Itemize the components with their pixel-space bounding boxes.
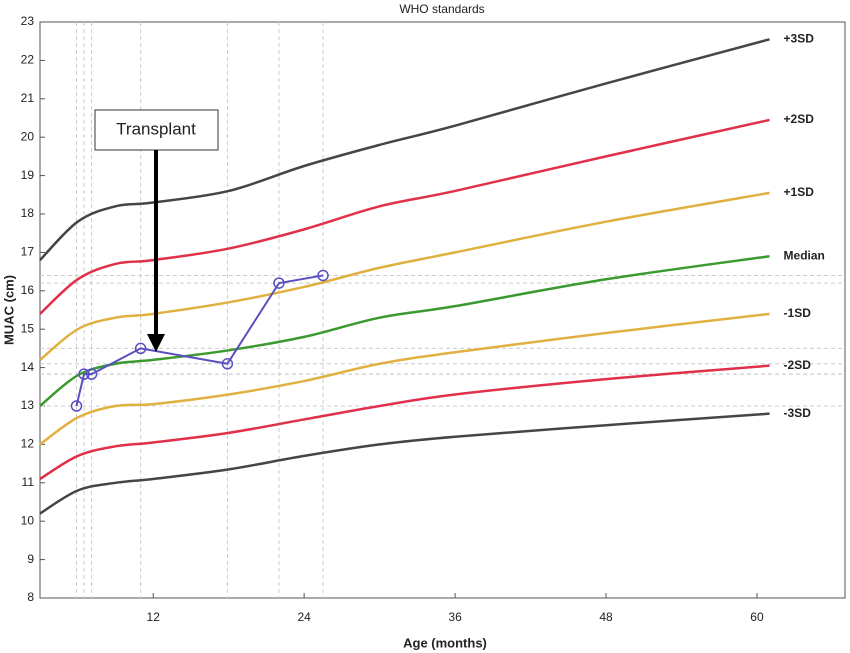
reference-curve [39, 191, 770, 361]
patient-point [78, 368, 90, 380]
chart-title: WHO standards [399, 2, 484, 16]
x-tick-label: 36 [448, 610, 462, 624]
plot-frame [39, 21, 846, 599]
y-tick-label: 17 [21, 245, 35, 259]
series-label: +2SD [784, 112, 815, 126]
x-axis-label: Age (months) [403, 635, 487, 650]
y-tick-label: 21 [21, 91, 35, 105]
patient-point [273, 277, 285, 289]
y-tick-label: 11 [22, 475, 35, 489]
y-tick-label: 14 [21, 360, 35, 374]
x-tick-label: 12 [147, 610, 161, 624]
y-tick-label: 22 [21, 53, 35, 67]
y-tick-label: 19 [21, 168, 35, 182]
reference-curve [39, 255, 770, 407]
patient-point [221, 358, 234, 370]
patient-point [70, 400, 83, 412]
y-tick-label: 8 [27, 590, 34, 604]
reference-curve [39, 118, 770, 315]
x-tick-label: 24 [297, 610, 311, 624]
y-tick-label: 15 [21, 321, 35, 335]
x-tick-label: 48 [599, 610, 613, 624]
series-label: +1SD [784, 185, 815, 199]
y-tick-label: 16 [21, 283, 35, 297]
series-label: +3SD [784, 31, 815, 45]
patient-point [85, 368, 98, 380]
x-tick-label: 60 [750, 610, 764, 624]
annotation-box [94, 109, 219, 151]
annotation-arrowhead [147, 334, 165, 352]
patient-line [75, 274, 324, 407]
patient-point [134, 342, 147, 355]
reference-curve [39, 412, 770, 515]
series-label: -3SD [784, 406, 812, 420]
reference-curve [39, 38, 770, 261]
y-tick-label: 10 [21, 513, 35, 527]
y-tick-label: 18 [21, 206, 35, 220]
y-tick-label: 9 [27, 552, 34, 566]
reference-curve [39, 364, 770, 481]
reference-curve [39, 312, 770, 446]
y-tick-label: 20 [21, 129, 35, 143]
y-tick-label: 13 [21, 398, 35, 412]
series-label: -1SD [784, 306, 812, 320]
series-label: -2SD [784, 358, 812, 372]
y-tick-label: 23 [21, 14, 35, 28]
annotation-text: Transplant [116, 119, 196, 138]
series-label: Median [784, 248, 825, 262]
y-axis-label: MUAC (cm) [1, 275, 16, 345]
y-tick-label: 12 [21, 437, 35, 451]
patient-point [317, 269, 329, 282]
